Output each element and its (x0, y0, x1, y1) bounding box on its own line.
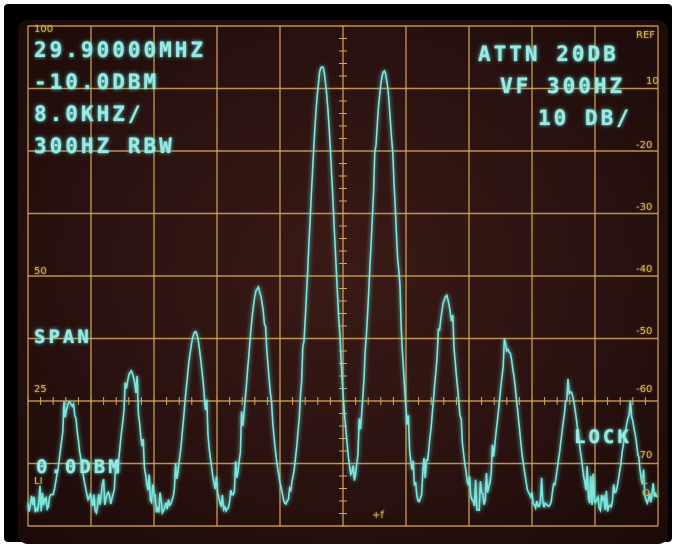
scale-label-100: 100 (34, 24, 54, 35)
li-label: LI (34, 476, 43, 487)
frequency-axis-label: +f (372, 510, 384, 521)
crt-bezel: 29.90000MHZ -10.0DBM 8.0KHZ/ 300HZ RBW A… (4, 4, 672, 544)
center-frequency: 29.90000MHZ (34, 38, 207, 62)
vertical-scale: 10 DB/ (538, 106, 632, 130)
attenuation: ATTN 20DB (478, 42, 619, 66)
ref-label: REF (636, 30, 656, 41)
video-filter: VF 300HZ (500, 74, 626, 98)
lock-indicator: LOCK (574, 426, 632, 448)
reference-level: -10.0DBM (34, 70, 160, 94)
level-readout: 0.0DBM (36, 456, 123, 478)
center-axis-ticks (27, 25, 646, 527)
db-label-50: -50 (636, 326, 653, 337)
db-label-70: -70 (636, 450, 653, 461)
db-label-40: -40 (636, 264, 653, 275)
db-label-60: -60 (636, 384, 653, 395)
db-label-10: 10 (646, 76, 659, 87)
lo-label: LO (642, 476, 650, 499)
span-per-division: 8.0KHZ/ (34, 102, 144, 126)
scale-label-50: 50 (34, 266, 47, 277)
scale-label-25: 25 (34, 384, 47, 395)
spectrum-trace (27, 65, 658, 516)
db-label-30: -30 (636, 202, 653, 213)
span-label: SPAN (34, 326, 92, 348)
spectrum-display (27, 25, 659, 527)
crt-screen: 29.90000MHZ -10.0DBM 8.0KHZ/ 300HZ RBW A… (18, 20, 668, 544)
resolution-bandwidth: 300HZ RBW (34, 134, 175, 158)
db-label-20: -20 (636, 140, 653, 151)
